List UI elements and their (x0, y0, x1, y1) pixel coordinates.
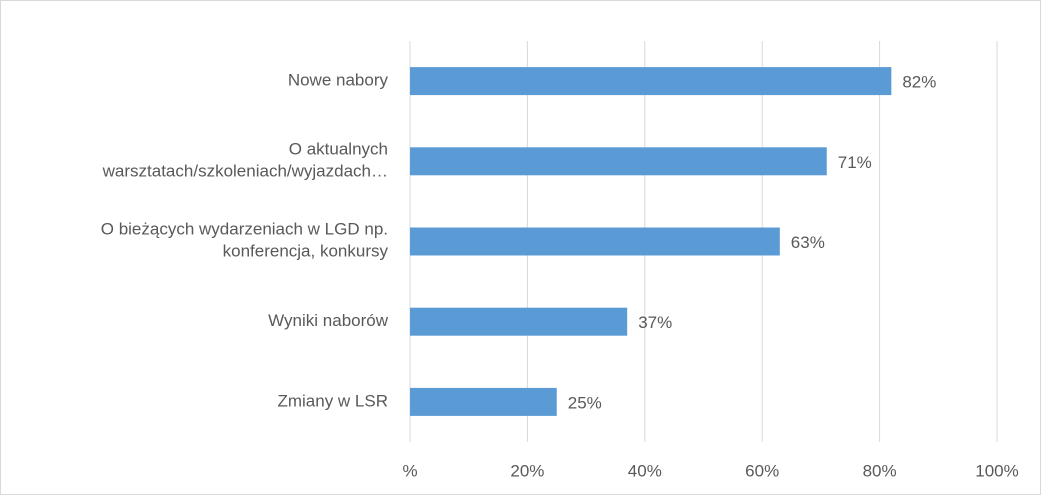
x-tick-label: 20% (510, 461, 544, 480)
y-tick-label: Wyniki naborów (268, 311, 389, 330)
y-tick-label: Zmiany w LSR (277, 391, 388, 410)
y-tick-label: Nowe nabory (288, 71, 389, 90)
bar (410, 67, 892, 96)
x-tick-label: 60% (745, 461, 779, 480)
value-label: 82% (902, 73, 936, 92)
value-label: 71% (838, 153, 872, 172)
bar (410, 147, 827, 176)
bar (410, 227, 780, 256)
value-label: 63% (791, 233, 825, 252)
bar (410, 387, 557, 416)
x-tick-label: 40% (628, 461, 662, 480)
y-tick-label: O aktualnych warsztatach/szkoleniach/wyja… (102, 140, 388, 181)
value-label: 37% (638, 313, 672, 332)
bar (410, 307, 628, 336)
value-label: 25% (568, 393, 602, 412)
x-tick-label: 80% (863, 461, 897, 480)
y-tick-label: O bieżących wydarzeniach w LGD np. konfer… (101, 220, 389, 261)
x-tick-label: 100% (975, 461, 1018, 480)
x-tick-label: % (402, 461, 417, 480)
